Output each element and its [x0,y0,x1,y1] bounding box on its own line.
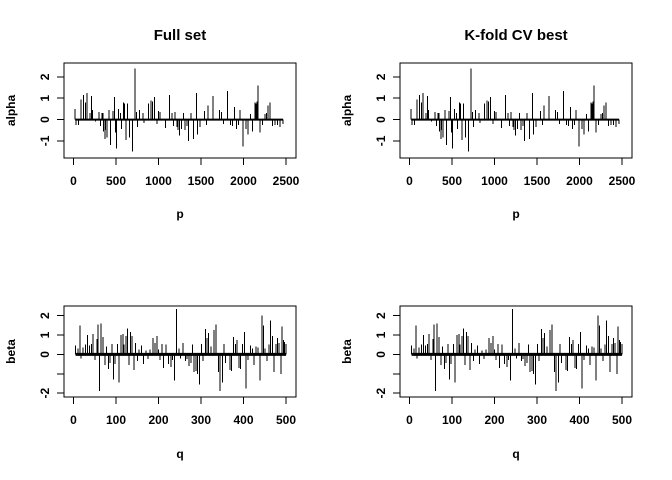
y-axis-tick-label: 0 [374,116,388,123]
x-axis-tick-label: 2000 [566,174,593,188]
x-axis-tick-label: 1500 [524,174,551,188]
x-axis-tick-label: 400 [569,413,589,427]
x-axis-tick-label: 2500 [273,174,300,188]
x-axis-tick-label: 300 [191,413,211,427]
panel-beta-col0: 0 100 200 300 400 500 -2 0 1 2 q beta [4,305,297,461]
panel-title: K-fold CV best [464,27,567,44]
y-axis-tick-label: -2 [374,387,388,398]
y-axis-tick-label: 0 [374,351,388,358]
y-axis-tick-label: 2 [374,73,388,80]
y-axis-label: alpha [340,95,354,127]
y-axis-tick-label: -1 [374,135,388,146]
y-axis-tick-label: 1 [38,331,52,338]
x-axis-tick-label: 500 [442,174,462,188]
plot-box [63,305,297,398]
x-axis-tick-label: 300 [527,413,547,427]
x-axis-label: q [512,447,519,461]
x-axis-tick-label: 1000 [145,174,172,188]
x-axis-tick-label: 500 [106,174,126,188]
y-axis-label: alpha [4,95,18,127]
y-axis-label: beta [4,339,18,364]
panel-title: Full set [154,27,207,44]
y-axis-tick-label: -1 [38,135,52,146]
x-axis-tick-label: 400 [233,413,253,427]
x-axis-tick-label: 1500 [188,174,215,188]
plot-box [399,305,633,398]
y-axis-tick-label: 1 [374,95,388,102]
x-axis-tick-label: 0 [406,413,413,427]
y-axis-tick-label: 0 [38,116,52,123]
y-axis-tick-label: 0 [38,351,52,358]
y-axis-tick-label: 2 [374,312,388,319]
panel-alpha-col0: Full set 0 500 1000 1500 2000 2500 -1 0 1 2 p alpha [4,27,300,221]
panel-alpha-col1: K-fold CV best 0 500 1000 1500 2000 2500 -1 0 1 2 p… [340,27,636,221]
x-axis-label: q [176,447,183,461]
x-axis-tick-label: 500 [276,413,296,427]
x-axis-label: p [512,207,519,221]
y-axis-tick-label: -2 [38,387,52,398]
x-axis-tick-label: 0 [70,413,77,427]
x-axis-tick-label: 0 [406,174,413,188]
x-axis-tick-label: 100 [442,413,462,427]
x-axis-tick-label: 200 [484,413,504,427]
x-axis-tick-label: 200 [148,413,168,427]
x-axis-tick-label: 500 [612,413,632,427]
x-axis-tick-label: 2000 [230,174,257,188]
y-axis-tick-label: 1 [38,95,52,102]
x-axis-tick-label: 0 [70,174,77,188]
y-axis-tick-label: 2 [38,312,52,319]
y-axis-tick-label: 1 [374,331,388,338]
plot-box [63,62,297,159]
panel-beta-col1: 0 100 200 300 400 500 -2 0 1 2 q beta [340,305,633,461]
y-axis-label: beta [340,339,354,364]
x-axis-tick-label: 100 [106,413,126,427]
y-axis-tick-label: 2 [38,73,52,80]
x-axis-tick-label: 1000 [481,174,508,188]
x-axis-tick-label: 2500 [609,174,636,188]
x-axis-label: p [176,207,183,221]
plot-box [399,62,633,159]
